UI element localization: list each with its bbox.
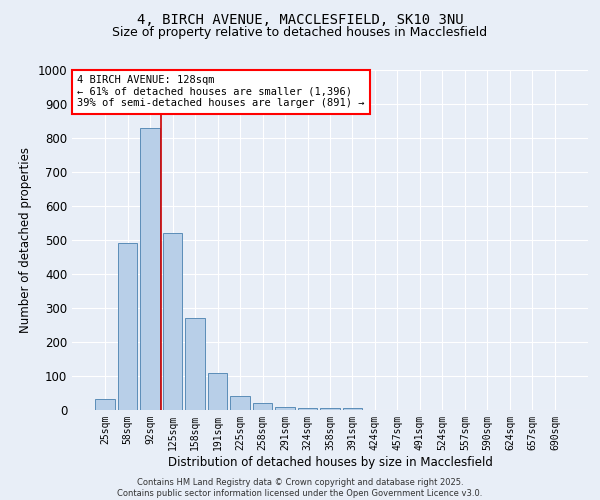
Bar xyxy=(298,408,317,410)
Bar xyxy=(208,374,227,410)
Bar xyxy=(275,406,295,410)
Bar xyxy=(95,399,115,410)
X-axis label: Distribution of detached houses by size in Macclesfield: Distribution of detached houses by size … xyxy=(167,456,493,468)
Bar xyxy=(343,408,362,410)
Bar xyxy=(140,128,160,410)
Text: Size of property relative to detached houses in Macclesfield: Size of property relative to detached ho… xyxy=(112,26,488,39)
Bar xyxy=(230,396,250,410)
Text: Contains HM Land Registry data © Crown copyright and database right 2025.
Contai: Contains HM Land Registry data © Crown c… xyxy=(118,478,482,498)
Bar xyxy=(253,403,272,410)
Bar xyxy=(118,244,137,410)
Text: 4 BIRCH AVENUE: 128sqm
← 61% of detached houses are smaller (1,396)
39% of semi-: 4 BIRCH AVENUE: 128sqm ← 61% of detached… xyxy=(77,75,365,108)
Bar xyxy=(185,318,205,410)
Y-axis label: Number of detached properties: Number of detached properties xyxy=(19,147,32,333)
Bar xyxy=(163,233,182,410)
Text: 4, BIRCH AVENUE, MACCLESFIELD, SK10 3NU: 4, BIRCH AVENUE, MACCLESFIELD, SK10 3NU xyxy=(137,12,463,26)
Bar xyxy=(320,408,340,410)
